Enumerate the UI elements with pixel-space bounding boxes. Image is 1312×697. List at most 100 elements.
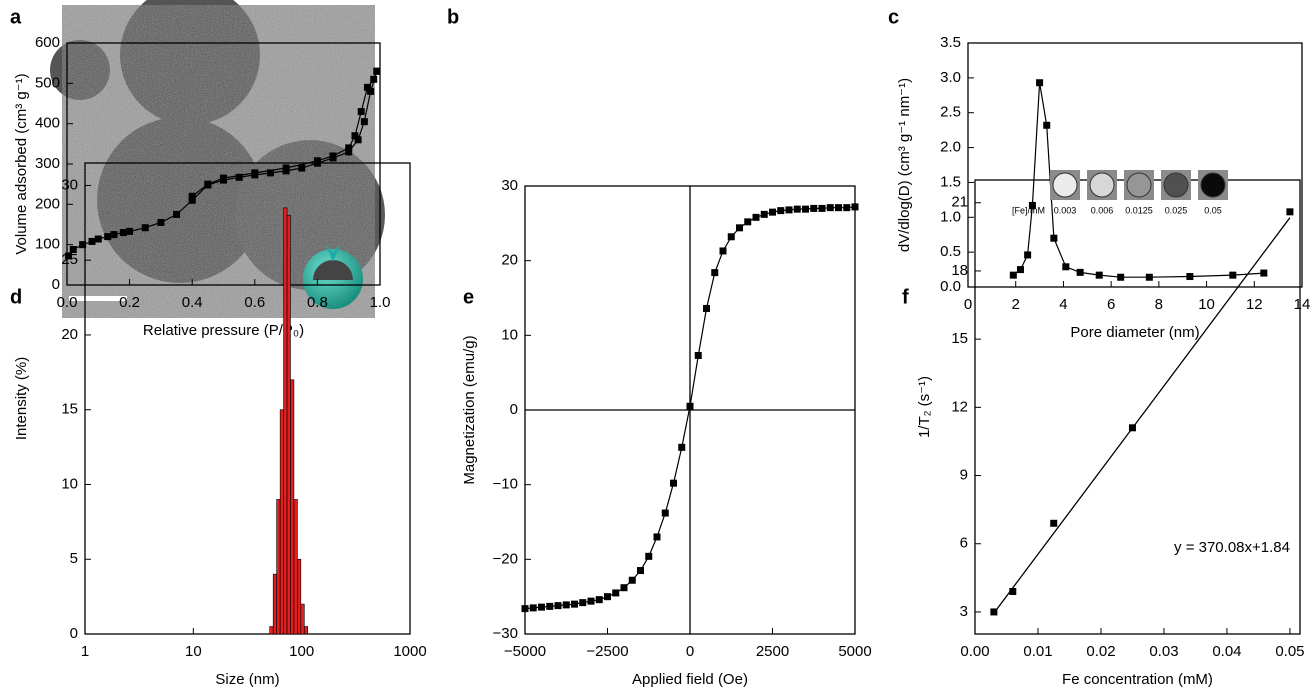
x-tick-label: 0.03 [1149, 643, 1178, 660]
data-point [354, 136, 362, 144]
y-tick-label: 3 [960, 603, 968, 620]
fit-line [993, 217, 1291, 614]
data-point [1050, 234, 1058, 242]
data-point [571, 600, 578, 608]
hist-bar [272, 573, 277, 635]
y-tick-label: 9 [960, 467, 968, 484]
y-tick-label: 10 [501, 326, 518, 343]
x-tick-label: 14 [1294, 296, 1311, 313]
data-point [785, 206, 793, 214]
data-point [298, 164, 306, 172]
data-point [1286, 208, 1294, 216]
data-point [990, 608, 998, 616]
y-tick-label: 6 [960, 535, 968, 552]
x-tick-label: 12 [1246, 296, 1263, 313]
data-point [266, 169, 274, 177]
x-tick-label: 0.4 [182, 294, 203, 311]
data-point [1028, 201, 1036, 209]
data-point [1009, 587, 1017, 595]
y-tick-label: 2.5 [940, 104, 961, 121]
data-point [826, 204, 834, 212]
y-tick-label: 30 [61, 176, 78, 193]
data-point [370, 75, 378, 83]
data-point [360, 118, 368, 126]
data-point [793, 205, 801, 213]
data-point [1009, 271, 1017, 279]
data-point [1076, 268, 1084, 276]
inset-concentration: 0.006 [1091, 205, 1114, 215]
plot-frame [974, 179, 1301, 635]
y-tick-label: 15 [61, 401, 78, 418]
data-point [357, 108, 365, 116]
data-point [94, 235, 102, 243]
data-point [546, 602, 554, 610]
hist-bar [269, 626, 274, 635]
data-point [1095, 271, 1103, 279]
y-tick-label: 0 [510, 401, 518, 418]
data-point [1128, 424, 1136, 432]
data-point [620, 584, 628, 592]
data-point [235, 173, 243, 181]
x-tick-label: 0.01 [1023, 643, 1052, 660]
y-tick-label: 500 [35, 74, 60, 91]
x-tick-label: 5000 [838, 643, 871, 660]
y-tick-label: 300 [35, 155, 60, 172]
data-point [711, 269, 719, 277]
data-point [1186, 273, 1194, 281]
data-point [1043, 121, 1051, 129]
data-point [678, 443, 686, 451]
y-tick-label: 10 [61, 475, 78, 492]
y-tick-label: −10 [493, 476, 518, 493]
x-tick-label: 0.0 [57, 294, 78, 311]
data-point [686, 402, 694, 410]
data-point [802, 205, 809, 213]
hist-bar [300, 603, 305, 635]
data-point [587, 597, 595, 605]
data-point [351, 132, 359, 140]
data-point [736, 224, 743, 232]
hist-bar [303, 626, 309, 635]
plot-frame [967, 42, 1303, 288]
data-point [329, 152, 337, 160]
data-point [760, 210, 768, 218]
x-tick-label: 0.8 [307, 294, 328, 311]
data-point [1260, 269, 1268, 277]
inset-concentration: 0.0125 [1125, 205, 1153, 215]
data-point [1229, 271, 1237, 279]
plot-frame [84, 162, 411, 635]
y-tick-label: 400 [35, 115, 60, 132]
data-point [363, 83, 371, 91]
data-point [141, 224, 149, 232]
data-point [1117, 273, 1125, 281]
x-axis-label: Pore diameter (nm) [1070, 324, 1199, 341]
data-point [562, 601, 570, 609]
y-tick-label: 21 [951, 194, 968, 211]
chart-panel: e −5000 −2500 0 2500 5000 −30 −20 −10 0 10 20 30 Appl… [461, 177, 872, 688]
x-tick-label: 0 [686, 643, 694, 660]
y-tick-label: −30 [493, 625, 518, 642]
x-tick-label: 0.04 [1212, 643, 1241, 660]
panel-label: e [463, 286, 474, 308]
data-point [521, 605, 529, 613]
y-tick-label: 600 [35, 34, 60, 51]
inset-concentration: 0.05 [1204, 205, 1222, 215]
y-tick-label: 1.5 [940, 173, 961, 190]
x-tick-label: 1000 [393, 643, 426, 660]
y-tick-label: 0 [52, 276, 60, 293]
y-tick-label: −20 [493, 550, 518, 567]
hist-bar [297, 558, 302, 635]
x-tick-label: 4 [1059, 296, 1067, 313]
x-tick-label: 0.02 [1086, 643, 1115, 660]
y-tick-label: 20 [501, 252, 518, 269]
mri-phantom [1052, 172, 1078, 198]
x-tick-label: 0.05 [1275, 643, 1304, 660]
inset-label: [Fe]/mM [1012, 205, 1045, 215]
data-point [251, 169, 259, 177]
data-point [835, 204, 842, 212]
data-point [1062, 263, 1070, 271]
data-point [1036, 79, 1044, 87]
data-point [345, 148, 353, 156]
data-point [188, 192, 196, 200]
y-axis-label: Intensity (%) [13, 357, 30, 440]
y-axis-label: Magnetization (emu/g) [461, 335, 478, 484]
